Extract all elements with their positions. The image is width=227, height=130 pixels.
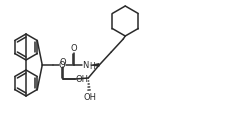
Text: N: N [82,60,89,70]
Text: OH: OH [84,93,97,102]
Polygon shape [89,63,99,67]
Text: O: O [71,44,78,53]
Text: O: O [59,60,66,70]
Text: H: H [89,62,94,71]
Text: OH: OH [76,74,89,83]
Text: O: O [60,57,67,67]
